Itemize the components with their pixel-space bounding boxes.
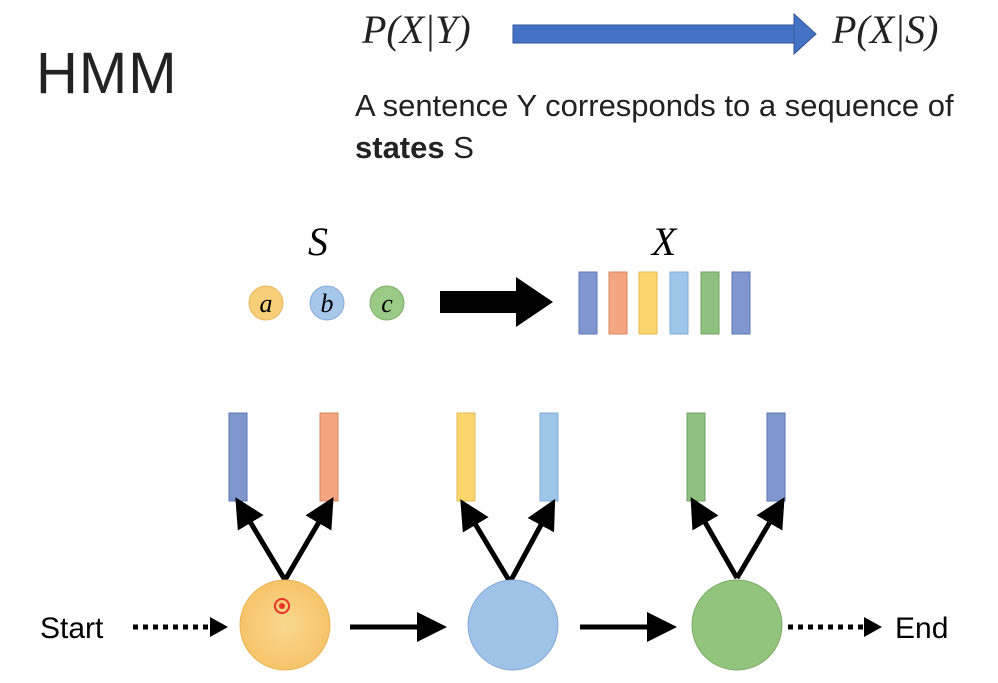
equation-p-x-given-s: P(X|S) bbox=[832, 7, 939, 52]
obs-bar-3 bbox=[638, 271, 658, 335]
start-dotted-arrow bbox=[133, 617, 228, 637]
end-label: End bbox=[895, 612, 948, 645]
state-a-node: a bbox=[248, 285, 284, 321]
start-label: Start bbox=[40, 612, 104, 645]
chain-state-yellow bbox=[239, 579, 331, 671]
obs-bar-6 bbox=[731, 271, 751, 335]
emitted-bars bbox=[228, 412, 786, 502]
state-c-node: c bbox=[369, 285, 405, 321]
equation-p-x-given-y: P(X|Y) bbox=[362, 7, 471, 52]
observations-symbol: X bbox=[650, 219, 678, 264]
obs-bar-1 bbox=[578, 271, 598, 335]
description-text: A sentence Y corresponds to a sequence o… bbox=[355, 85, 975, 169]
states-symbol: S bbox=[308, 219, 328, 264]
emit-bar-3a bbox=[686, 412, 706, 502]
state-b-label: b bbox=[321, 289, 334, 318]
cursor-indicator bbox=[274, 598, 290, 614]
state-c-label: c bbox=[381, 289, 393, 318]
chain-state-green bbox=[691, 579, 783, 671]
big-blue-arrow bbox=[512, 12, 817, 56]
obs-bar-2 bbox=[608, 271, 628, 335]
page-title: HMM bbox=[36, 41, 178, 106]
description-part-2: S bbox=[444, 130, 474, 165]
end-dotted-arrow bbox=[788, 617, 882, 637]
emit-bar-2a bbox=[456, 412, 476, 502]
emit-bar-1b bbox=[319, 412, 339, 502]
emit-bar-3b bbox=[766, 412, 786, 502]
description-bold-states: states bbox=[355, 130, 445, 165]
emission-big-arrow bbox=[440, 277, 553, 327]
observation-bars bbox=[578, 271, 751, 335]
emit-bar-1a bbox=[228, 412, 248, 502]
state-a-label: a bbox=[260, 289, 273, 318]
state-b-node: b bbox=[309, 285, 345, 321]
emit-bar-2b bbox=[539, 412, 559, 502]
chain-state-blue bbox=[467, 579, 559, 671]
emission-arrows bbox=[235, 496, 785, 584]
cursor-indicator-dot bbox=[279, 603, 285, 609]
obs-bar-4 bbox=[669, 271, 689, 335]
description-part-1: A sentence Y corresponds to a sequence o… bbox=[355, 88, 954, 123]
obs-bar-5 bbox=[700, 271, 720, 335]
